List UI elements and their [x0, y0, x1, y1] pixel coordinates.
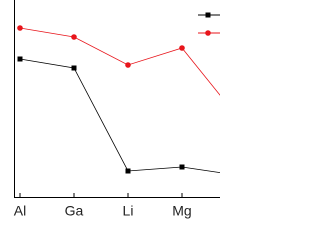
point [71, 65, 77, 71]
legend [198, 12, 220, 36]
point [179, 164, 185, 170]
point [71, 34, 77, 40]
x-tick-label: Al [14, 203, 26, 219]
point [17, 25, 23, 31]
series-line [19, 58, 220, 174]
x-tick-label: Mg [172, 203, 191, 219]
chart: Al Ga Li Mg [14, 0, 220, 219]
x-tick-label: Ga [65, 203, 84, 219]
point [179, 45, 185, 51]
series-line [19, 27, 220, 96]
point [17, 56, 23, 62]
legend-marker [205, 30, 211, 36]
legend-marker [205, 12, 211, 18]
point [125, 168, 131, 174]
x-tick-label: Li [123, 203, 134, 219]
point [125, 62, 131, 68]
